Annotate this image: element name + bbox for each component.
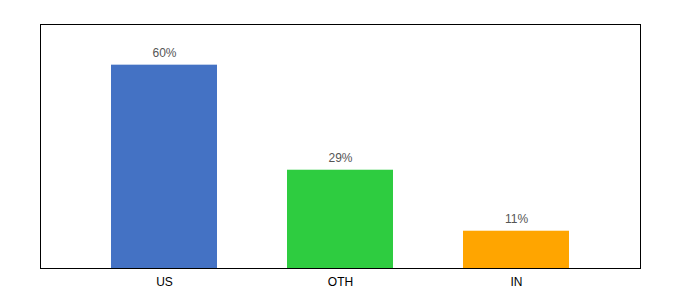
svg-text:IN: IN <box>511 275 523 289</box>
svg-text:11%: 11% <box>505 212 528 226</box>
svg-text:US: US <box>156 275 173 289</box>
svg-text:60%: 60% <box>152 46 176 60</box>
svg-text:29%: 29% <box>328 151 352 165</box>
svg-text:OTH: OTH <box>328 275 353 289</box>
